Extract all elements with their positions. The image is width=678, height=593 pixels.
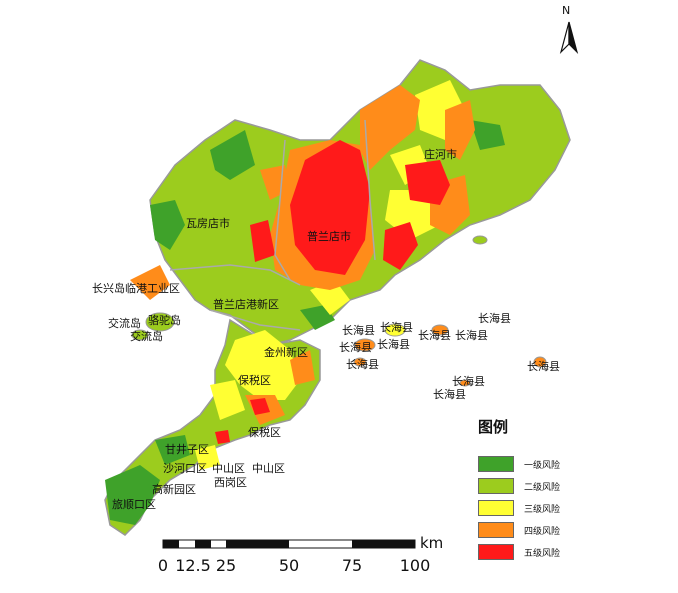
place-label: 长海县	[452, 374, 485, 388]
level1-area	[105, 465, 160, 525]
place-label: 瓦房店市	[186, 216, 230, 230]
island	[459, 379, 471, 387]
place-label: 长海县	[377, 337, 410, 351]
scale-tick-label: 25	[215, 556, 237, 575]
legend-item: 四级风险	[478, 519, 598, 541]
legend-item: 三级风险	[478, 497, 598, 519]
legend-swatch	[478, 544, 514, 560]
scale-unit: km	[420, 534, 444, 552]
level3-area	[210, 380, 245, 420]
legend-label: 一级风险	[524, 460, 561, 471]
legend-item: 五级风险	[478, 541, 598, 563]
level3-area	[225, 330, 300, 400]
place-label: 中山区	[252, 462, 285, 475]
place-label: 旅顺口区	[112, 497, 156, 511]
legend-label: 二级风险	[524, 482, 561, 493]
legend-item: 一级风险	[478, 453, 598, 475]
level4-area	[290, 350, 315, 385]
level4-area	[130, 265, 170, 300]
level1-area	[470, 120, 505, 150]
level3-area	[195, 445, 220, 470]
level5-area	[215, 430, 230, 444]
islands	[131, 235, 547, 387]
legend-swatch	[478, 456, 514, 472]
level1-area	[155, 435, 190, 465]
island	[384, 323, 406, 337]
place-label: 长兴岛临港工业区	[92, 281, 180, 295]
place-label: 交流岛	[130, 329, 163, 343]
place-label: 长海县	[339, 340, 372, 354]
place-label: 普兰店市	[307, 229, 351, 243]
place-label: 西岗区	[214, 476, 247, 489]
level5-area	[290, 140, 370, 275]
legend-label: 三级风险	[524, 504, 561, 515]
level5-areas	[215, 140, 450, 444]
island	[533, 356, 547, 368]
place-label: 保税区	[238, 373, 271, 387]
level5-area	[405, 160, 450, 205]
north-label: N	[562, 4, 571, 17]
legend-title: 图例	[478, 418, 509, 436]
level1-areas	[105, 120, 505, 525]
scale-bar: km 0 12.5 25 50 75 100	[157, 534, 443, 576]
legend: 图例 一级风险 二级风险 三级风险 四级风险 五级风险	[478, 416, 598, 563]
place-label: 长海县	[433, 387, 466, 401]
scale-tick-label: 12.5	[175, 556, 211, 575]
scale-tick-label: 0	[157, 556, 169, 575]
place-label: 保税区	[248, 425, 281, 439]
level1-area	[300, 305, 335, 330]
place-label: 骆驼岛	[148, 313, 181, 327]
island	[354, 338, 376, 352]
place-label: 长海县	[346, 357, 379, 371]
place-label: 普兰店港新区	[213, 297, 279, 311]
place-label: 长海县	[380, 320, 413, 334]
level5-area	[250, 220, 275, 262]
legend-label: 五级风险	[524, 548, 561, 559]
scale-ticks: 0 12.5 25 50 75 100	[157, 556, 431, 576]
place-label: 沙河口区	[163, 462, 207, 475]
legend-swatch	[478, 500, 514, 516]
scale-tick-label: 50	[278, 556, 300, 575]
north-arrow-icon	[559, 21, 579, 55]
level4-area	[360, 85, 420, 170]
scale-tick-label: 75	[341, 556, 363, 575]
legend-swatch	[478, 522, 514, 538]
scale-tick-label: 100	[399, 556, 431, 575]
place-label: 长海县	[527, 359, 560, 373]
scale-bar-graphic	[162, 539, 416, 549]
legend-label: 四级风险	[524, 526, 561, 537]
place-label: 长海县	[342, 323, 375, 337]
place-label: 交流岛	[108, 316, 141, 330]
place-label: 中山区	[212, 462, 245, 475]
place-label: 高新园区	[152, 482, 196, 496]
place-label: 长海县	[455, 328, 488, 342]
island	[145, 312, 175, 332]
district-boundaries	[169, 119, 376, 331]
island	[431, 324, 449, 336]
level1-area	[150, 200, 185, 250]
level5-area	[383, 222, 418, 270]
place-label: 金州新区	[264, 345, 308, 359]
level5-area	[250, 398, 270, 415]
place-label: 长海县	[478, 311, 511, 325]
island	[472, 235, 488, 245]
level1-area	[210, 130, 255, 180]
place-label: 长海县	[418, 328, 451, 342]
island	[131, 329, 149, 341]
level4-area	[445, 100, 475, 160]
legend-item: 二级风险	[478, 475, 598, 497]
place-labels: 庄河市 瓦房店市 普兰店市 长兴岛临港工业区 普兰店港新区 交流岛 骆驼岛 交流…	[92, 147, 560, 511]
place-label: 庄河市	[424, 147, 457, 161]
legend-swatch	[478, 478, 514, 494]
level3-area	[310, 280, 350, 315]
place-label: 甘井子区	[165, 442, 209, 456]
island	[353, 357, 367, 367]
